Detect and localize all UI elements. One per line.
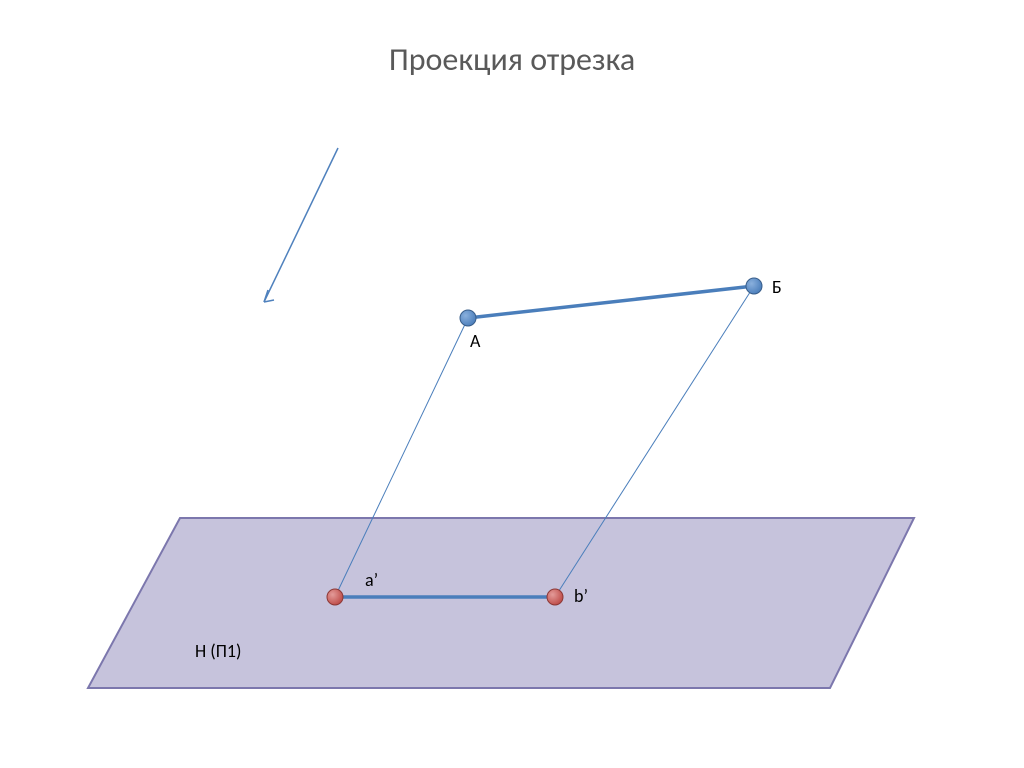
label-b-text: Б bbox=[772, 276, 782, 298]
point-a bbox=[460, 310, 476, 326]
label-a-prime-text: a’ bbox=[365, 569, 378, 591]
label-a-text: А bbox=[470, 330, 480, 352]
label-plane-text: Н (П1) bbox=[195, 640, 242, 662]
point-a-prime bbox=[327, 589, 343, 605]
label-a: А bbox=[470, 330, 480, 352]
label-plane: Н (П1) bbox=[195, 640, 242, 662]
label-a-prime: a’ bbox=[365, 569, 378, 591]
label-b: Б bbox=[772, 276, 782, 298]
point-b-prime bbox=[547, 589, 563, 605]
diagram-svg bbox=[0, 0, 1024, 768]
projection-plane bbox=[88, 518, 914, 688]
direction-arrow-shaft bbox=[264, 148, 338, 302]
label-b-prime: b’ bbox=[574, 585, 588, 607]
segment-ab bbox=[468, 286, 754, 318]
point-b bbox=[746, 278, 762, 294]
label-b-prime-text: b’ bbox=[574, 585, 588, 607]
